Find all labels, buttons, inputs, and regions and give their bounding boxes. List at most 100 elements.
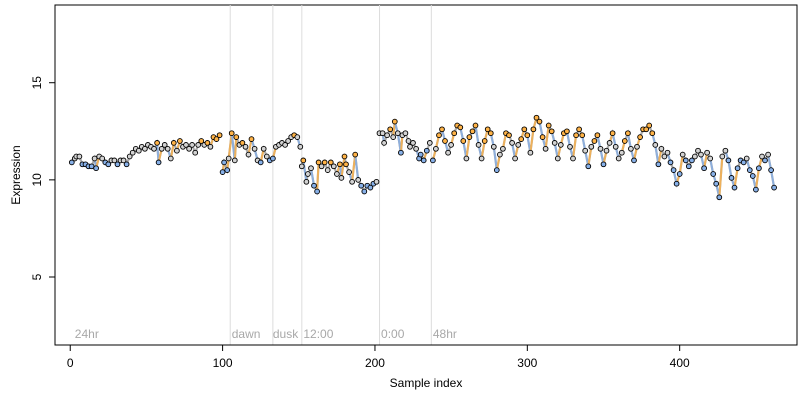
data-point xyxy=(634,143,640,150)
data-point xyxy=(142,145,148,152)
annotation-label: 48hr xyxy=(433,327,457,341)
data-point xyxy=(358,182,365,189)
data-point xyxy=(311,182,317,189)
data-point xyxy=(506,132,512,139)
data-point xyxy=(297,143,304,150)
series-line-accent xyxy=(718,156,724,198)
data-point xyxy=(308,165,314,172)
data-point xyxy=(710,171,717,177)
data-point xyxy=(625,130,631,137)
data-point xyxy=(557,142,564,148)
data-point xyxy=(695,147,701,154)
data-point xyxy=(762,157,768,164)
data-point xyxy=(704,149,710,156)
data-point xyxy=(716,194,723,201)
data-point xyxy=(207,143,214,150)
data-point xyxy=(76,153,83,160)
data-point xyxy=(330,163,337,170)
data-point xyxy=(600,161,607,168)
data-point xyxy=(430,157,436,164)
data-point xyxy=(346,169,352,175)
data-point xyxy=(154,140,160,146)
data-point xyxy=(533,114,540,121)
y-tick-label: 15 xyxy=(30,76,44,90)
series-line-accent xyxy=(529,129,535,153)
data-point xyxy=(402,130,409,137)
data-point xyxy=(646,122,653,129)
series-line-accent xyxy=(474,125,480,146)
data-point xyxy=(341,153,348,160)
data-point xyxy=(192,149,199,156)
data-point xyxy=(618,149,625,156)
data-point xyxy=(105,161,112,168)
series-line-accent xyxy=(302,160,308,182)
series-line-accent xyxy=(480,140,486,159)
data-point xyxy=(734,165,741,172)
data-point xyxy=(183,142,189,148)
data-point xyxy=(407,143,413,150)
data-point xyxy=(367,184,374,191)
data-point xyxy=(379,130,386,137)
series-line-accent xyxy=(572,135,578,159)
data-point xyxy=(439,126,445,133)
series-line-accent xyxy=(587,146,593,167)
data-point xyxy=(490,143,497,150)
data-point xyxy=(318,163,325,170)
data-point xyxy=(204,140,211,146)
data-point xyxy=(231,157,238,164)
data-point xyxy=(759,153,765,160)
data-point xyxy=(667,159,674,166)
data-point xyxy=(391,118,398,125)
data-point xyxy=(245,151,252,158)
data-point xyxy=(661,153,668,160)
data-point xyxy=(213,136,220,142)
data-point xyxy=(221,159,227,166)
data-point xyxy=(463,155,470,162)
data-point xyxy=(260,145,267,152)
data-point xyxy=(349,178,355,185)
data-point xyxy=(676,171,683,177)
data-point xyxy=(242,143,249,150)
series-line-accent xyxy=(354,154,360,180)
x-tick-label: 400 xyxy=(670,356,690,370)
data-point xyxy=(219,169,226,175)
y-axis: 5 10 15 xyxy=(30,76,56,280)
data-point xyxy=(282,142,288,148)
plot-frame xyxy=(54,4,798,346)
data-point xyxy=(298,163,305,170)
data-point xyxy=(722,147,729,154)
data-point xyxy=(484,126,491,133)
y-tick-label: 10 xyxy=(30,173,44,187)
data-point xyxy=(334,171,340,177)
data-point xyxy=(413,145,419,152)
series-line-accent xyxy=(544,125,550,149)
data-point xyxy=(442,138,448,144)
data-point xyxy=(603,147,610,154)
data-point xyxy=(707,155,714,162)
data-point xyxy=(539,134,546,140)
data-point xyxy=(725,157,732,164)
data-point xyxy=(493,167,500,173)
data-point xyxy=(652,142,659,148)
data-point xyxy=(457,124,464,131)
data-point xyxy=(731,184,738,191)
data-point xyxy=(270,155,276,162)
data-point xyxy=(673,180,680,187)
data-point xyxy=(698,151,704,158)
series-line-accent xyxy=(654,144,660,165)
data-point xyxy=(628,145,634,152)
data-point xyxy=(314,188,320,195)
data-point xyxy=(756,165,762,172)
data-point xyxy=(609,130,616,137)
data-point xyxy=(436,132,442,139)
data-point xyxy=(765,151,771,158)
data-point xyxy=(545,122,552,129)
data-point xyxy=(161,142,168,148)
data-point xyxy=(337,161,343,168)
data-point xyxy=(570,155,576,162)
data-point xyxy=(655,161,662,168)
data-point xyxy=(701,165,707,172)
data-point xyxy=(743,155,750,162)
x-tick-label: 100 xyxy=(213,356,233,370)
data-point xyxy=(637,134,643,140)
